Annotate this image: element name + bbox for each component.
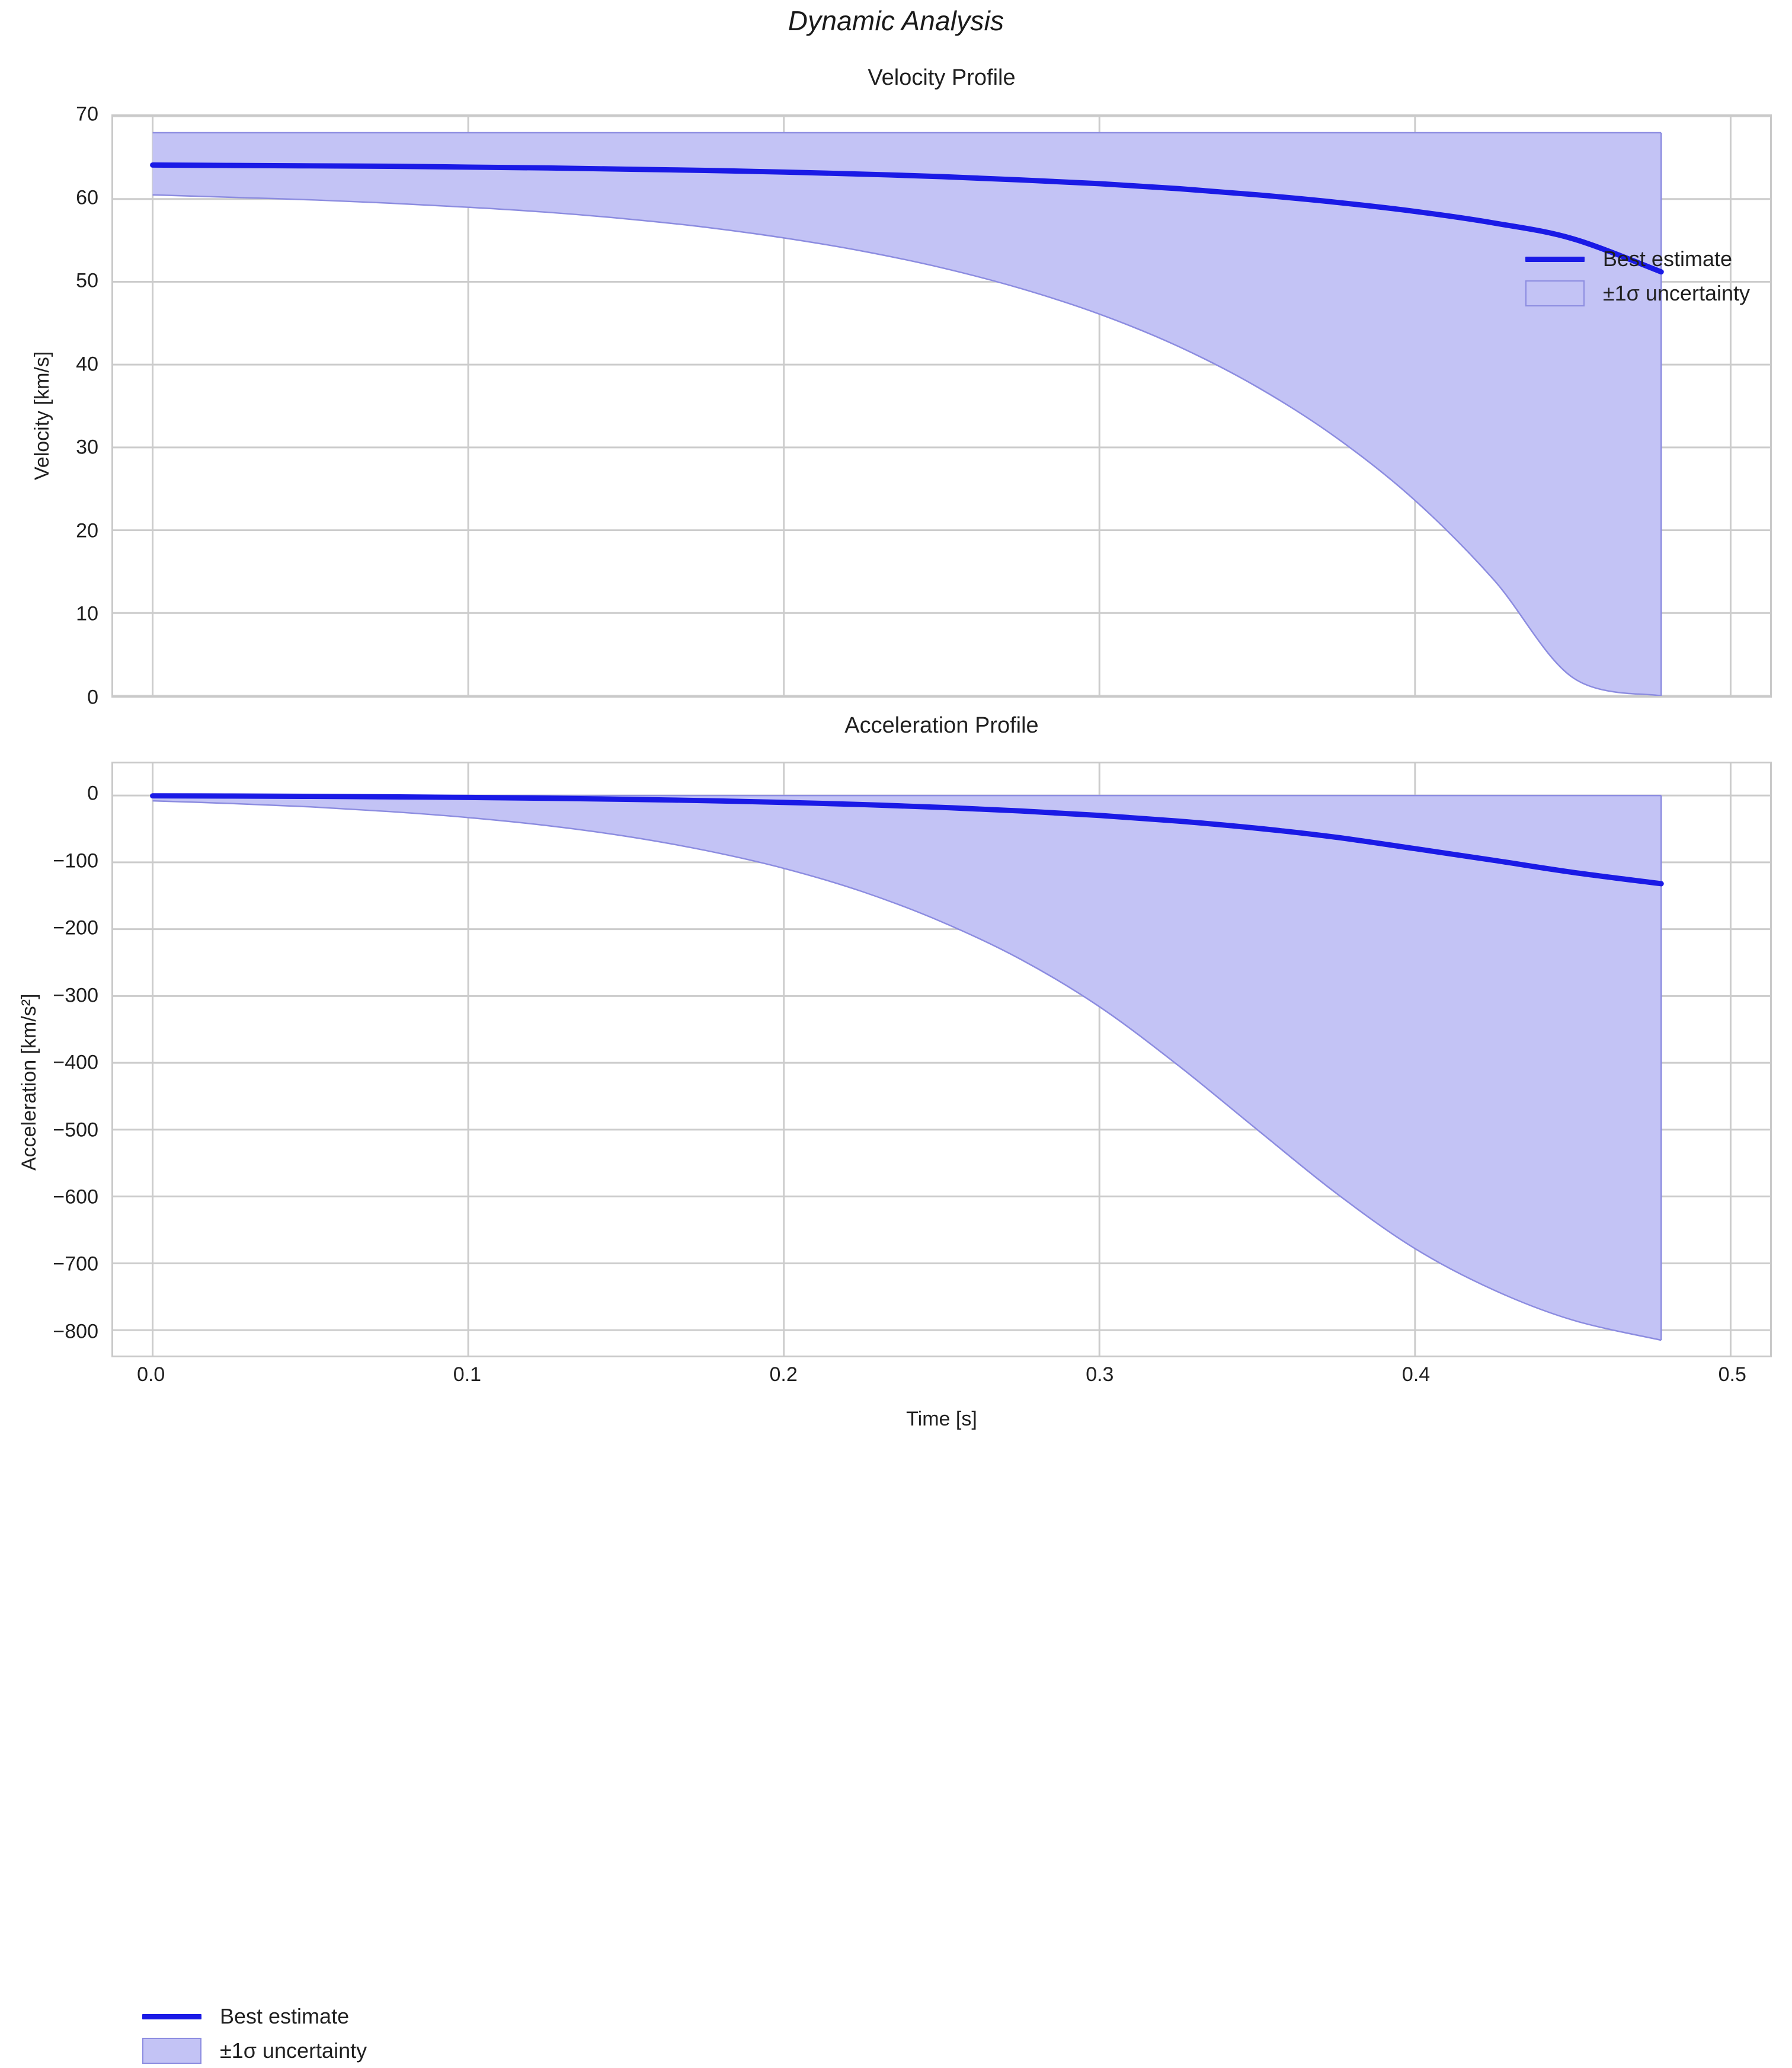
figure-canvas: Dynamic Analysis Velocity Profile Veloci…: [18, 5, 1772, 2064]
legend-entry-uncertainty: ±1σ uncertainty: [1520, 276, 1750, 311]
y-tick-label: 0: [87, 686, 98, 709]
legend-patch-swatch: [137, 2038, 207, 2064]
legend-line-swatch: [137, 2013, 207, 2019]
x-tick-label: 0.3: [1086, 1363, 1114, 1386]
y-tick-label: 40: [76, 353, 98, 376]
y-tick-label: −800: [53, 1320, 98, 1343]
acceleration-y-axis-label: Acceleration [km/s²]: [18, 993, 40, 1171]
legend-label-uncertainty: ±1σ uncertainty: [220, 2038, 367, 2063]
figure-suptitle: Dynamic Analysis: [788, 5, 1004, 36]
x-tick-label: 0.5: [1718, 1363, 1746, 1386]
y-tick-label: −600: [53, 1185, 98, 1209]
y-tick-label: 60: [76, 186, 98, 209]
x-tick-label: 0.0: [137, 1363, 165, 1386]
acceleration-panel-title: Acceleration Profile: [844, 713, 1039, 738]
legend-entry-uncertainty: ±1σ uncertainty: [137, 2034, 367, 2068]
y-tick-label: −300: [53, 984, 98, 1007]
legend-label-best-estimate: Best estimate: [220, 2004, 350, 2028]
y-tick-label: 10: [76, 602, 98, 625]
acceleration-plot-svg: [113, 763, 1770, 1356]
legend-entry-best-estimate: Best estimate: [1520, 242, 1750, 276]
y-tick-label: −100: [53, 849, 98, 872]
y-tick-label: −200: [53, 916, 98, 939]
x-tick-label: 0.2: [769, 1363, 798, 1386]
velocity-plot-svg: [113, 116, 1770, 696]
y-tick-label: 70: [76, 103, 98, 126]
y-tick-label: −500: [53, 1118, 98, 1142]
velocity-legend: Best estimate ±1σ uncertainty: [1520, 242, 1750, 311]
x-tick-label: 0.4: [1401, 1363, 1431, 1386]
y-tick-label: 50: [76, 269, 98, 292]
velocity-panel-title: Velocity Profile: [868, 65, 1016, 90]
x-tick-label: 0.1: [453, 1363, 482, 1386]
acceleration-plot-area: Best estimate ±1σ uncertainty: [111, 762, 1772, 2064]
x-axis-label: Time [s]: [906, 1408, 977, 1430]
legend-line-swatch: [1520, 256, 1590, 262]
legend-patch-swatch: [1520, 280, 1590, 306]
legend-label-best-estimate: Best estimate: [1602, 247, 1732, 271]
y-tick-label: 20: [76, 519, 98, 542]
velocity-plot-area: Best estimate ±1σ uncertainty: [111, 114, 1772, 698]
acceleration-legend: Best estimate ±1σ uncertainty: [137, 1999, 367, 2068]
y-tick-label: 0: [87, 782, 98, 805]
legend-entry-best-estimate: Best estimate: [137, 1999, 367, 2034]
y-tick-label: −700: [53, 1252, 98, 1276]
y-tick-label: 30: [76, 436, 98, 459]
legend-label-uncertainty: ±1σ uncertainty: [1602, 281, 1750, 305]
y-tick-label: −400: [53, 1051, 98, 1074]
